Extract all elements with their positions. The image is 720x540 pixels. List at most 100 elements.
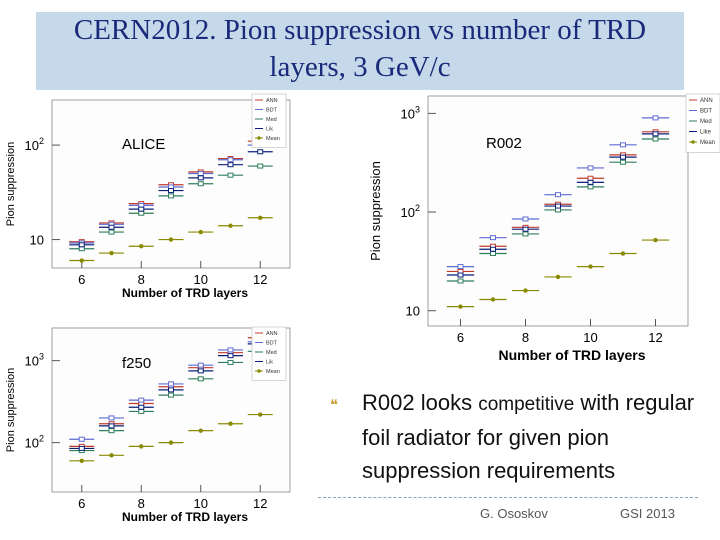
data-point-like <box>490 246 496 252</box>
x-tick-label: 10 <box>194 496 208 511</box>
data-point-like <box>522 226 529 232</box>
data-point-lik <box>108 224 115 230</box>
data-point-mean <box>109 250 114 256</box>
x-axis-label: Number of TRD layers <box>122 286 248 300</box>
chart-f250: 102 103 6 8 10 12 Number of TRD layers Pion sup… <box>0 326 300 526</box>
data-point-med <box>197 181 204 187</box>
x-axis-label: Number of TRD layers <box>122 510 248 524</box>
slide-title: CERN2012. Pion suppression vs number of … <box>73 14 647 83</box>
x-tick-label: 8 <box>522 330 529 345</box>
data-point-like <box>652 131 659 137</box>
data-point-lik <box>227 162 234 168</box>
data-point-lik <box>197 368 204 374</box>
data-point-mean <box>523 288 528 293</box>
x-tick-label: 6 <box>457 330 464 345</box>
y-axis-label: Pion suppression <box>368 161 383 261</box>
data-point-lik <box>197 175 204 181</box>
data-point-med <box>227 359 234 365</box>
data-point-med <box>78 246 85 252</box>
data-point-bdt <box>652 115 659 121</box>
chart-svg: 102 103 6 8 10 12 Number of TRD layers Pion sup… <box>5 326 291 524</box>
data-point-lik <box>138 206 145 212</box>
legend-entry: Lik <box>266 360 273 366</box>
data-point-like <box>555 203 561 209</box>
data-point-mean <box>79 458 84 464</box>
data-point-med <box>457 278 464 284</box>
data-point-mean <box>139 244 144 249</box>
data-point-bdt <box>522 216 529 222</box>
data-point-bdt <box>227 347 234 353</box>
data-point-med <box>257 163 264 169</box>
data-point-mean <box>555 274 561 280</box>
data-point-bdt <box>555 192 561 198</box>
data-point-mean <box>258 412 263 417</box>
data-point-lik <box>78 445 85 451</box>
data-point-med <box>197 376 204 382</box>
y-tick-label: 103 <box>25 352 44 369</box>
data-point-mean <box>79 258 84 263</box>
data-point-med <box>138 210 145 216</box>
legend-entry: Mean <box>266 369 280 375</box>
data-point-med <box>138 408 145 414</box>
legend-entry: ANN <box>266 98 278 104</box>
x-tick-label: 6 <box>78 496 85 511</box>
data-point-mean <box>168 440 174 445</box>
legend-entry: Med <box>700 119 712 125</box>
legend-entry: Med <box>266 117 277 123</box>
chart-alice: 10 102 6 8 10 12 Number of TRD layers Pion supp… <box>0 92 300 300</box>
bullet-rest: with regular foil radiator for given pio… <box>362 390 695 483</box>
data-point-bdt <box>138 397 145 403</box>
legend-marker <box>257 136 261 140</box>
data-point-med <box>587 184 594 190</box>
y-axis-label: Pion suppression <box>5 368 17 452</box>
data-point-mean <box>490 297 496 302</box>
data-point-med <box>227 172 234 178</box>
data-point-bdt <box>168 381 174 387</box>
data-point-lik <box>108 423 115 429</box>
data-point-bdt <box>78 436 85 442</box>
data-point-mean <box>139 444 144 449</box>
data-point-like <box>457 272 464 278</box>
y-tick-label: 102 <box>25 434 44 451</box>
chart-title: R002 <box>486 135 522 152</box>
data-point-lik <box>138 404 145 410</box>
bullet-text: R002 looks competitive with regular foil… <box>362 386 702 487</box>
chart-title: f250 <box>122 355 151 372</box>
x-tick-label: 10 <box>194 272 208 287</box>
x-tick-label: 12 <box>253 272 267 287</box>
data-point-mean <box>458 304 463 309</box>
y-tick-label: 103 <box>401 104 420 121</box>
title-background <box>36 12 684 90</box>
data-point-med <box>168 392 174 398</box>
data-point-mean <box>198 229 203 235</box>
data-point-mean <box>620 251 626 256</box>
data-point-med <box>108 428 115 434</box>
data-point-like <box>587 179 594 185</box>
data-point-med <box>652 136 659 142</box>
y-tick-label: 102 <box>401 203 420 220</box>
data-point-med <box>108 229 115 235</box>
chart-title: ALICE <box>122 136 165 153</box>
legend-entry: Lik <box>266 127 273 133</box>
chart-r002: 10 102 103 6 8 10 12 Number of TRD layers Pion s… <box>366 90 720 362</box>
bullet-main: R002 looks <box>362 390 479 415</box>
data-point-lik <box>257 149 264 155</box>
data-point-mean <box>588 264 593 269</box>
data-point-lik <box>227 353 234 359</box>
y-tick-label: 10 <box>406 304 420 319</box>
legend-marker <box>691 140 695 144</box>
x-tick-label: 12 <box>648 330 662 345</box>
data-point-med <box>168 193 174 199</box>
data-point-mean <box>228 223 233 228</box>
legend-entry: Mean <box>700 140 715 146</box>
data-point-mean <box>109 453 114 458</box>
y-tick-label: 10 <box>30 233 44 248</box>
data-point-mean <box>228 421 233 426</box>
footer-author: G. Ososkov <box>480 506 548 521</box>
x-tick-label: 8 <box>138 496 145 511</box>
data-point-bdt <box>587 165 594 171</box>
footer-conference: GSI 2013 <box>620 506 675 521</box>
data-point-bdt <box>457 264 464 270</box>
data-point-lik <box>168 188 174 194</box>
